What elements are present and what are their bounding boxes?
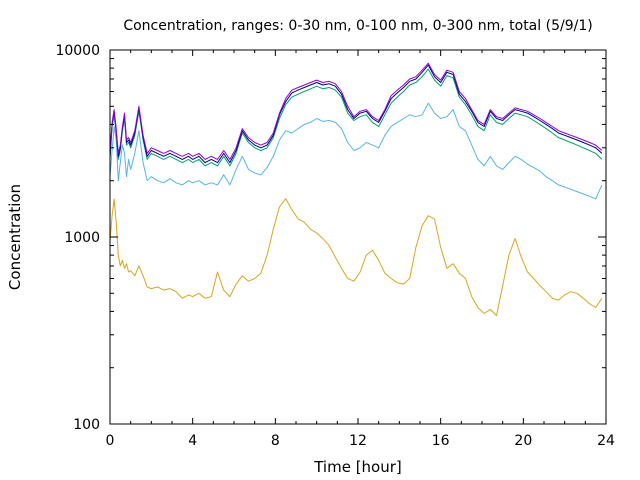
- x-tick-label: 24: [597, 433, 615, 449]
- x-tick-label: 4: [188, 433, 197, 449]
- x-tick-label: 12: [349, 433, 367, 449]
- ticks-layer: 0 4 8 12 16 20 24 100 1000 10000: [55, 43, 615, 449]
- y-tick-label: 1000: [64, 230, 100, 246]
- y-axis-title: Concentration: [6, 184, 24, 290]
- x-tick-label: 16: [432, 433, 450, 449]
- series-line-4: [109, 64, 603, 164]
- series-line-1: [109, 198, 603, 317]
- series-layer: [109, 62, 603, 317]
- x-tick-label: 0: [106, 433, 115, 449]
- x-axis-title: Time [hour]: [313, 458, 402, 476]
- series-line-5: [109, 62, 603, 160]
- x-tick-label: 20: [514, 433, 532, 449]
- series-line-2: [109, 102, 603, 200]
- y-tick-label: 100: [73, 417, 100, 433]
- series-line-3: [109, 68, 603, 167]
- x-tick-label: 8: [271, 433, 280, 449]
- chart-title: Concentration, ranges: 0-30 nm, 0-100 nm…: [123, 18, 592, 34]
- plot-frame: [109, 49, 607, 425]
- y-tick-label: 10000: [55, 43, 100, 59]
